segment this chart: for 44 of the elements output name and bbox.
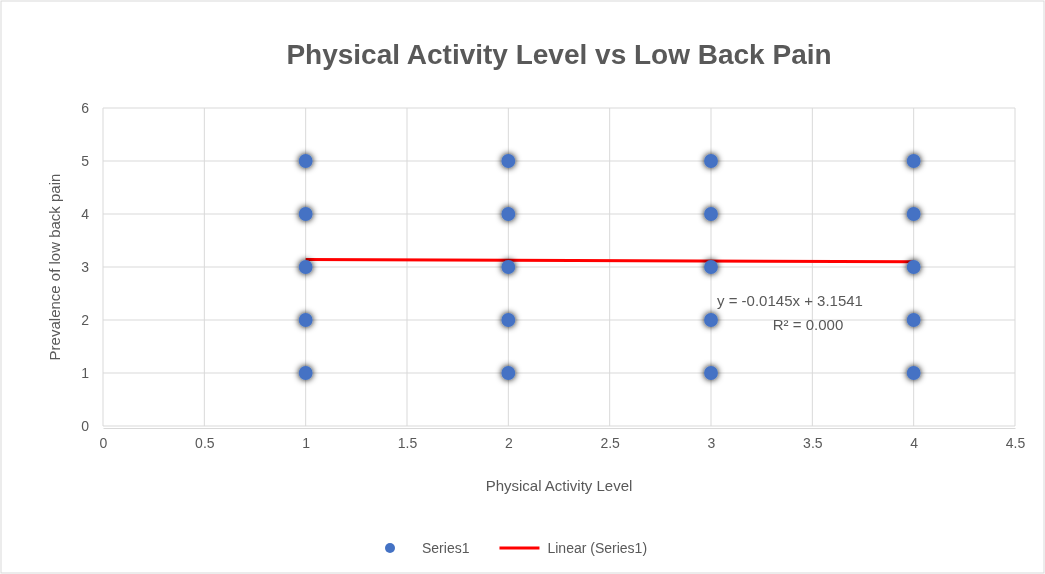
point [298,260,313,274]
y-tick-label: 4 [81,205,90,222]
point [906,313,921,327]
point [906,260,921,274]
y-tick-label: 0 [81,417,90,434]
y-tick-label: 2 [81,311,90,328]
point [501,260,516,274]
point [906,154,921,168]
x-tick-label: 0.5 [195,434,215,451]
x-tick-label: 1.5 [397,434,418,451]
x-tick-label: 3.5 [803,434,823,451]
point [704,207,718,221]
x-axis-title: Physical Activity Level [485,477,633,494]
point [501,313,516,327]
point [298,366,313,380]
x-tick-label: 4.5 [1005,434,1026,451]
y-tick-label: 6 [81,99,90,116]
point [298,154,313,168]
point [298,313,313,327]
point [906,207,921,221]
point [704,260,718,274]
point [906,366,921,380]
point [501,366,516,380]
annotation: y = -0.0145x + 3.1541 [717,292,863,309]
legend-label: Series1 [422,540,470,556]
point [704,154,718,168]
x-tick-label: 4 [910,434,919,451]
y-tick-label: 1 [81,364,90,381]
x-tick-label: 1 [302,434,311,451]
annotation: R² = 0.000 [772,316,844,333]
x-tick-label: 0 [99,434,108,451]
point [704,366,718,380]
legend-label: Linear (Series1) [547,540,648,556]
y-tick-label: 3 [81,258,90,275]
x-tick-label: 3 [707,434,716,451]
point [704,313,718,327]
point [298,207,313,221]
x-tick-label: 2.5 [600,434,621,451]
y-tick-label: 5 [81,152,90,169]
point [501,154,516,168]
y-axis-title: Prevalence of low back pain [46,173,63,361]
chart-title: Physical Activity Level vs Low Back Pain [286,39,832,70]
point [501,207,516,221]
x-tick-label: 2 [504,434,513,451]
